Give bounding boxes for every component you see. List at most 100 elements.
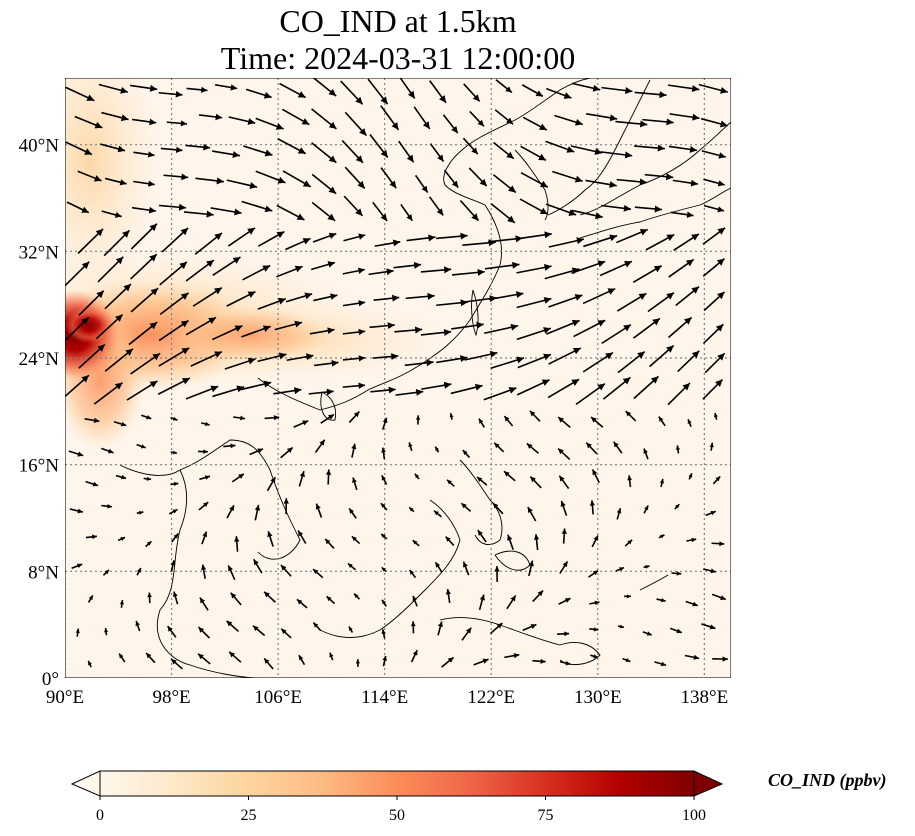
wind-vector-arrow (273, 387, 302, 395)
wind-vector-arrow (445, 589, 451, 604)
wind-vector-arrow (210, 207, 242, 216)
wind-vector-arrow (65, 86, 95, 102)
wind-vector-arrow (516, 296, 552, 309)
wind-vector-arrow (372, 201, 388, 222)
wind-vector-arrow (380, 502, 388, 511)
wind-vector-arrow (201, 421, 210, 427)
map-panel (65, 78, 731, 678)
lon-tick-label: 130°E (574, 687, 622, 708)
wind-vector-arrow (616, 508, 622, 520)
wind-vector-arrow (522, 623, 537, 632)
wind-vector-arrow (520, 145, 547, 162)
wind-vector-arrow (642, 118, 674, 126)
wind-vector-arrow (136, 510, 144, 515)
wind-vector-arrow (548, 347, 582, 365)
wind-vector-arrow (66, 201, 90, 214)
wind-vector-arrow (159, 292, 190, 316)
wind-vector-arrow (571, 260, 606, 274)
wind-vector-arrow (129, 84, 158, 92)
colorbar-under-extension (70, 770, 101, 797)
wind-vector-arrow (381, 599, 387, 607)
wind-vector-arrow (104, 627, 109, 636)
wind-vector-arrow (713, 412, 718, 420)
wind-vector-arrow (160, 146, 183, 153)
wind-vector-arrow (488, 291, 524, 301)
wind-vector-arrow (558, 475, 570, 490)
wind-vector-arrow (163, 173, 189, 181)
wind-vector-arrow (461, 627, 472, 641)
wind-vector-arrow (117, 536, 126, 542)
wind-vector-arrow (130, 287, 159, 313)
lat-tick-label: 24°N (19, 349, 60, 370)
wind-vector-arrow (77, 170, 102, 182)
wind-vector-arrow (166, 625, 177, 638)
wind-vector-arrow (243, 145, 273, 157)
wind-vector-arrow (701, 150, 726, 159)
wind-vector-arrow (380, 167, 397, 189)
wind-vector-arrow (668, 145, 698, 153)
wind-vector-arrow (348, 410, 360, 424)
wind-vector-arrow (104, 348, 134, 372)
wind-vector-arrow (492, 174, 517, 194)
wind-vector-arrow (421, 381, 452, 390)
wind-vector-arrow (166, 120, 188, 127)
wind-vector-arrow (504, 653, 520, 659)
wind-vector-arrow (373, 294, 400, 302)
wind-vector-arrow (370, 386, 396, 394)
wind-vector-arrow (223, 443, 236, 449)
wind-vector-arrow (280, 564, 292, 577)
wind-vector-arrow (119, 600, 124, 608)
wind-vector-arrow (98, 83, 129, 94)
wind-vector-arrow (521, 84, 544, 98)
wind-vector-arrow (85, 534, 97, 540)
wind-vector-arrow (342, 328, 366, 336)
wind-vector-arrow (503, 470, 516, 482)
wind-vector-arrow (348, 507, 357, 519)
wind-vector-field (65, 78, 728, 670)
wind-vector-arrow (145, 652, 156, 664)
wind-vector-arrow (279, 82, 307, 99)
wind-vector-arrow (503, 415, 514, 427)
wind-vector-arrow (522, 116, 548, 131)
wind-vector-arrow (451, 268, 485, 276)
wind-vector-arrow (126, 380, 158, 401)
wind-vector-arrow (276, 204, 305, 221)
map-title: CO_IND at 1.5km (279, 3, 517, 39)
wind-vector-arrow (588, 569, 599, 578)
wind-vector-arrow (241, 325, 271, 338)
wind-vector-arrow (477, 529, 487, 543)
wind-vector-arrow (118, 653, 126, 663)
wind-vector-arrow (585, 179, 617, 188)
lon-tick-label: 106°E (254, 687, 302, 708)
wind-vector-arrow (78, 343, 106, 369)
wind-vector-arrow (224, 357, 256, 370)
wind-vector-arrow (494, 109, 514, 125)
wind-vector-arrow (528, 560, 534, 577)
wind-vector-arrow (702, 378, 724, 400)
wind-vector-arrow (532, 658, 546, 664)
wind-vector-arrow (647, 292, 675, 313)
wind-vector-arrow (254, 504, 261, 521)
wind-vector-arrow (263, 591, 276, 603)
wind-vector-arrow (257, 352, 287, 363)
wind-vector-arrow (703, 204, 725, 213)
wind-vector-arrow (71, 563, 83, 570)
wind-vector-arrow (560, 500, 568, 516)
wind-vector-arrow (519, 198, 549, 215)
wind-vector-arrow (476, 476, 488, 486)
colorbar-tick-label: 0 (96, 807, 104, 824)
wind-vector-arrow (228, 651, 242, 663)
wind-vector-arrow (460, 502, 472, 512)
wind-vector-arrow (669, 113, 700, 121)
wind-vector-arrow (226, 504, 235, 519)
wind-vector-arrow (570, 145, 603, 155)
wind-vector-arrow (325, 469, 332, 485)
wind-vector-arrow (95, 313, 124, 340)
wind-vector-arrow (312, 568, 324, 579)
wind-vector-arrow (463, 83, 481, 102)
wind-vector-arrow (429, 80, 447, 104)
wind-vector-arrow (703, 291, 726, 312)
wind-vector-arrow (709, 442, 714, 451)
wind-vector-arrow (545, 87, 572, 99)
wind-vector-arrow (158, 319, 189, 342)
